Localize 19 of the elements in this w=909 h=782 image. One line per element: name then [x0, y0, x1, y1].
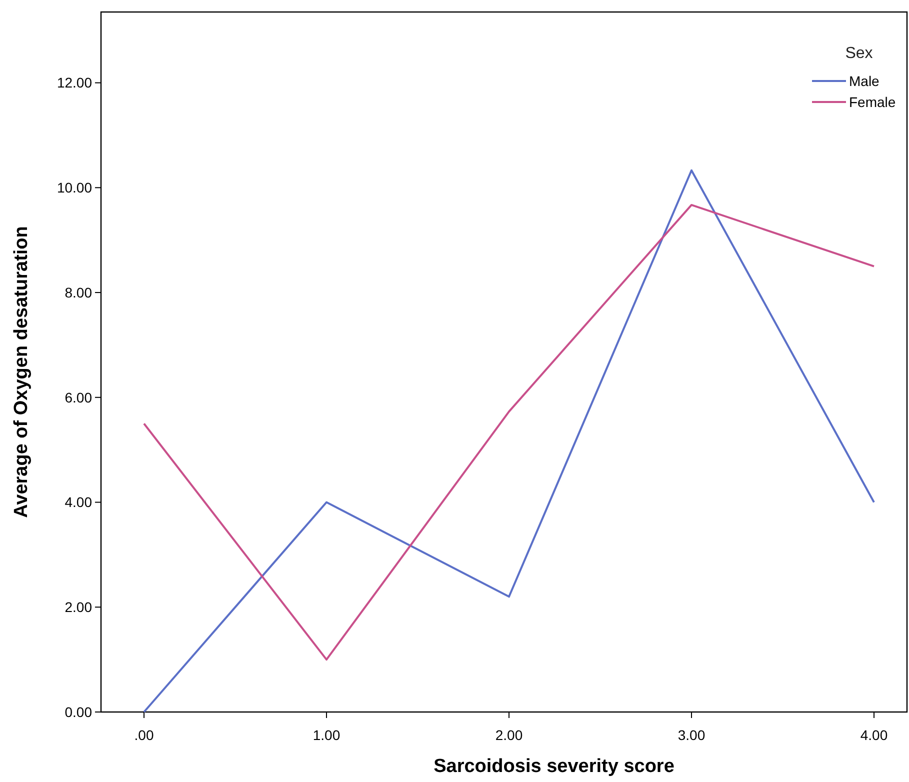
- y-tick-label: 10.00: [56, 180, 92, 196]
- y-tick-label: 4.00: [64, 494, 92, 510]
- legend-title: Sex: [845, 45, 873, 62]
- legend-label: Female: [849, 94, 896, 110]
- y-tick-label: 12.00: [56, 74, 92, 91]
- x-tick-label: 2.00: [495, 727, 523, 743]
- line-series: [143, 169, 875, 713]
- y-tick-label: 6.00: [64, 389, 92, 406]
- x-tick-label: 4.00: [860, 727, 888, 743]
- y-axis-title: Average of Oxygen desaturation: [11, 226, 32, 518]
- y-tick-label: 0.00: [64, 704, 92, 720]
- x-axis-title: Sarcoidosis severity score: [434, 756, 674, 777]
- legend-label: Male: [849, 73, 880, 89]
- x-tick-label: 1.00: [312, 727, 340, 743]
- x-tick-label: 3.00: [678, 727, 706, 743]
- line-series: [143, 204, 875, 661]
- y-tick-label: 2.00: [64, 599, 92, 616]
- x-tick-label: .00: [134, 727, 154, 743]
- y-tick-label: 8.00: [64, 284, 92, 300]
